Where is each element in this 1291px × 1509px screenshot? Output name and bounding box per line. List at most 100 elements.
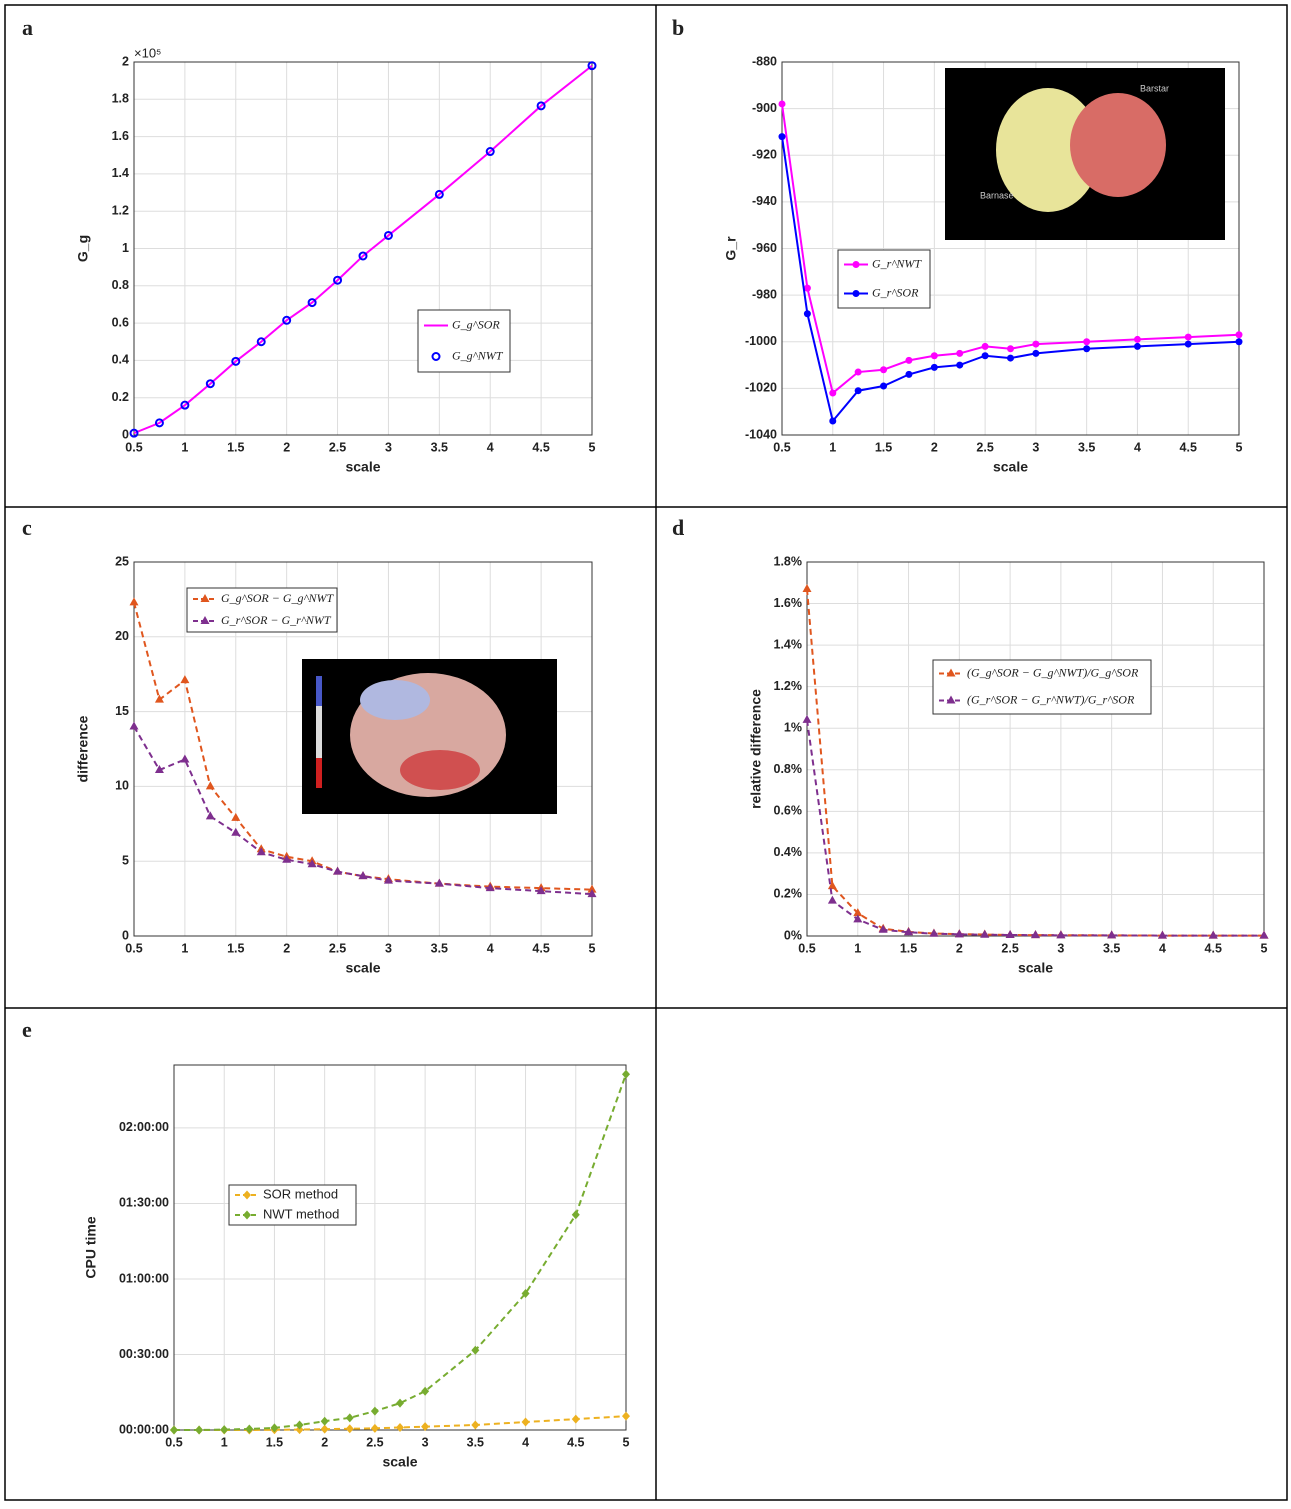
- marker: [1157, 930, 1167, 939]
- y-tick-label: 01:00:00: [119, 1271, 169, 1285]
- legend-label: G_r^NWT: [872, 256, 922, 270]
- marker: [282, 854, 292, 863]
- x-tick-label: 1: [221, 1435, 228, 1449]
- y-axis-label: relative difference: [748, 689, 764, 809]
- x-tick-label: 2.5: [329, 941, 346, 955]
- y-tick-label: 1.6: [112, 129, 129, 143]
- x-tick-label: 3: [422, 1435, 429, 1449]
- marker: [954, 929, 964, 938]
- marker: [929, 928, 939, 937]
- axes-box: [133, 561, 593, 937]
- marker: [587, 884, 597, 893]
- marker: [129, 721, 139, 730]
- panel-label: b: [672, 15, 684, 40]
- marker: [930, 363, 938, 371]
- y-tick-label: 1.6%: [774, 596, 803, 610]
- y-axis-label: G_r: [723, 236, 739, 261]
- legend-label: NWT method: [263, 1206, 339, 1221]
- marker: [880, 382, 888, 390]
- legend-box: [837, 249, 931, 309]
- legend-marker: [243, 1210, 251, 1220]
- marker: [383, 230, 393, 240]
- y-tick-label: 10: [115, 779, 129, 793]
- marker: [170, 1425, 178, 1435]
- legend-box: [228, 1184, 357, 1226]
- marker: [778, 133, 786, 141]
- legend-label: (G_g^SOR − G_g^NWT)/G_g^SOR: [967, 665, 1139, 679]
- marker: [880, 366, 888, 374]
- x-tick-label: 4.5: [532, 440, 549, 454]
- x-tick-label: 4.5: [567, 1435, 584, 1449]
- marker: [1184, 333, 1192, 341]
- marker: [154, 694, 164, 703]
- legend-marker: [243, 1190, 251, 1200]
- marker: [1259, 930, 1269, 939]
- marker: [295, 1425, 304, 1435]
- x-tick-label: 2.5: [366, 1435, 383, 1449]
- y-tick-label: 25: [115, 554, 129, 568]
- x-tick-label: 2: [321, 1435, 328, 1449]
- inset-label: Barstar: [1140, 83, 1169, 93]
- marker: [320, 1424, 329, 1434]
- y-tick-label: 0.4%: [774, 845, 803, 859]
- series-line: [806, 588, 1264, 937]
- x-tick-label: 3: [1057, 941, 1064, 955]
- x-tick-label: 0.5: [773, 440, 790, 454]
- marker: [981, 352, 989, 360]
- marker: [282, 315, 292, 325]
- marker: [256, 847, 266, 856]
- marker: [180, 400, 190, 410]
- marker: [205, 811, 215, 820]
- x-axis-label: scale: [345, 960, 380, 976]
- marker: [854, 387, 862, 395]
- axes-box: [781, 61, 1240, 436]
- marker: [345, 1413, 354, 1423]
- y-tick-label: -980: [752, 287, 777, 301]
- x-tick-label: 1: [181, 440, 188, 454]
- marker: [129, 597, 139, 606]
- marker: [1235, 331, 1243, 339]
- y-tick-label: 0.6: [112, 315, 129, 329]
- marker: [471, 1420, 480, 1430]
- marker: [905, 370, 913, 378]
- marker: [829, 389, 837, 397]
- marker: [1083, 345, 1091, 353]
- marker: [180, 754, 190, 763]
- y-tick-label: 5: [122, 853, 129, 867]
- legend-box: [932, 659, 1152, 715]
- marker: [571, 1414, 580, 1424]
- y-axis-label: G_g: [75, 235, 91, 262]
- marker: [205, 379, 215, 389]
- marker: [231, 812, 241, 821]
- marker: [434, 189, 444, 199]
- x-tick-label: 3.5: [1078, 440, 1095, 454]
- marker: [307, 298, 317, 308]
- y-tick-label: 1: [122, 241, 129, 255]
- y-tick-label: 1.2: [112, 203, 129, 217]
- x-tick-label: 1.5: [875, 440, 892, 454]
- panel-label: e: [22, 1017, 32, 1042]
- inset-label: Barnase: [980, 190, 1014, 200]
- x-tick-label: 4: [1134, 440, 1141, 454]
- x-tick-label: 2: [956, 941, 963, 955]
- marker: [956, 349, 964, 357]
- x-tick-label: 4.5: [1205, 941, 1222, 955]
- legend-marker: [946, 695, 956, 704]
- marker: [587, 889, 597, 898]
- marker: [295, 1420, 304, 1430]
- marker: [980, 929, 990, 938]
- marker: [536, 101, 546, 111]
- y-tick-label: -1000: [745, 334, 777, 348]
- legend-marker: [852, 261, 860, 268]
- marker: [333, 866, 343, 875]
- x-tick-label: 5: [623, 1435, 630, 1449]
- x-tick-label: 2.5: [976, 440, 993, 454]
- x-tick-label: 5: [1236, 440, 1243, 454]
- legend-marker: [431, 352, 441, 361]
- legend-marker: [946, 668, 956, 677]
- marker: [345, 1424, 354, 1434]
- marker: [421, 1386, 430, 1396]
- x-tick-label: 5: [589, 440, 596, 454]
- inset-image: [302, 659, 557, 814]
- marker: [320, 1416, 329, 1426]
